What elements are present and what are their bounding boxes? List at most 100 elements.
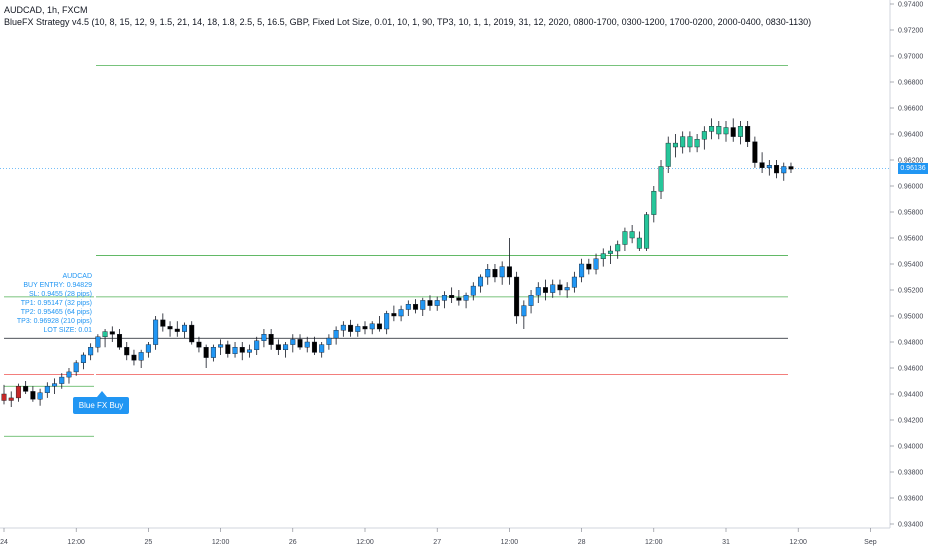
candle-body (384, 313, 390, 330)
candle-body (615, 244, 621, 252)
candle (398, 305, 404, 322)
candle-body (398, 309, 404, 317)
candle (441, 291, 447, 309)
candle-body (514, 276, 520, 317)
candle-body (716, 125, 722, 135)
candle (478, 274, 484, 293)
candle (131, 349, 137, 366)
price-tick-label: 0.97400 (898, 2, 923, 9)
candle (521, 300, 527, 329)
candle-body (723, 127, 729, 135)
candle-body (333, 330, 339, 339)
buy-signal-label[interactable]: Blue FX Buy (73, 391, 129, 414)
price-tick-label: 0.93800 (898, 470, 923, 477)
candle-body (607, 250, 613, 254)
candle-body (586, 263, 592, 270)
candle (680, 131, 686, 154)
candle-body (189, 324, 195, 343)
time-tick-label: 24 (0, 539, 8, 546)
time-tick-label: 31 (722, 539, 730, 546)
candle (463, 292, 469, 309)
candle-body (665, 142, 671, 167)
candle-body (456, 297, 462, 301)
candle (160, 313, 166, 332)
info-lot-size: LOT SIZE: 0.01 (43, 327, 92, 334)
candle (239, 342, 245, 361)
candle (449, 287, 455, 303)
time-tick-label: 12:00 (356, 539, 374, 546)
price-tick-label: 0.96800 (898, 80, 923, 87)
info-sl: SL: 0.9455 (28 pips) (29, 291, 92, 298)
candle-body (181, 324, 187, 332)
candle-body (30, 391, 36, 400)
candle (672, 134, 678, 158)
candle-body (348, 324, 354, 332)
candle (23, 381, 29, 394)
candle-body (326, 337, 332, 345)
candle (319, 342, 325, 358)
candle-body (774, 164, 780, 174)
candle (311, 336, 317, 355)
candle-body (124, 347, 130, 356)
candle-body (225, 344, 231, 354)
candle (636, 231, 642, 251)
candle (766, 160, 772, 176)
candle (629, 225, 635, 244)
candle (8, 391, 14, 407)
candle (564, 282, 570, 298)
candle-body (254, 340, 260, 351)
candle-body (478, 276, 484, 287)
time-tick-label: 26 (289, 539, 297, 546)
price-tick-label: 0.95000 (898, 314, 923, 321)
candle-body (427, 300, 433, 306)
candle-body (319, 344, 325, 353)
candle (348, 319, 354, 337)
candle-body (340, 324, 346, 331)
time-tick-label: 12:00 (67, 539, 85, 546)
candle-body (521, 305, 527, 317)
candle-body (709, 125, 715, 132)
candle (492, 264, 498, 283)
candle (499, 261, 505, 285)
candle-body (550, 284, 556, 293)
price-tick-label: 0.95400 (898, 262, 923, 269)
candle (196, 336, 202, 353)
candle (254, 336, 260, 355)
candle-body (636, 237, 642, 249)
candle-body (59, 376, 65, 384)
candle (1, 384, 7, 405)
candle-body (759, 162, 765, 169)
candle (290, 334, 296, 353)
candle-body (499, 266, 505, 278)
candle-body (506, 266, 512, 278)
candle-body (564, 287, 570, 291)
candle (181, 322, 187, 339)
candle-body (579, 263, 585, 278)
candle-body (781, 166, 787, 174)
time-tick-label: 12:00 (789, 539, 807, 546)
price-axis[interactable]: 0.97400 0.97200 0.97000 0.96800 0.96600 0.964… (890, 2, 923, 529)
candle-body (405, 304, 411, 310)
candle-body (622, 231, 628, 245)
candle (275, 339, 281, 355)
candle-body (492, 269, 498, 278)
candle (413, 299, 419, 314)
candle (644, 212, 650, 251)
candle-body (239, 347, 245, 353)
candle-body (52, 383, 58, 387)
candle-body (80, 354, 86, 363)
time-axis[interactable]: 24 12:00 25 12:00 26 12:00 27 12:00 28 12:00 31 12:… (0, 528, 877, 546)
price-tick-label: 0.97200 (898, 28, 923, 35)
candle (427, 295, 433, 311)
candle (37, 388, 43, 406)
candle (535, 282, 541, 303)
candle-body (218, 344, 224, 348)
candle (283, 342, 289, 358)
candle (355, 323, 361, 337)
candle (15, 383, 21, 402)
candle (694, 134, 700, 153)
candle (557, 279, 563, 296)
candle-body (557, 284, 563, 291)
candle (261, 329, 267, 348)
